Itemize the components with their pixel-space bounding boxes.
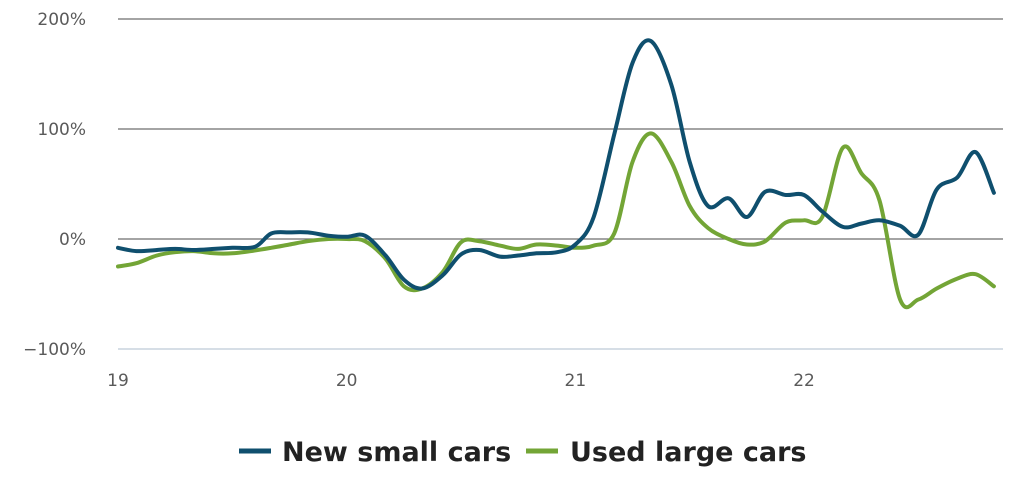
legend-label: Used large cars: [570, 437, 806, 468]
y-tick-label: 200%: [37, 10, 86, 30]
x-tick-label: 20: [336, 371, 358, 391]
x-axis-tick-labels: 19 20 21 22: [107, 371, 815, 391]
series-lines: [116, 38, 996, 310]
series-line-new-small-cars: [116, 38, 996, 291]
y-tick-label: −100%: [23, 340, 86, 360]
x-tick-label: 22: [793, 371, 815, 391]
y-tick-label: 100%: [37, 120, 86, 140]
legend: New small cars Used large cars: [239, 437, 806, 468]
x-tick-label: 19: [107, 371, 129, 391]
x-tick-label: 21: [565, 371, 587, 391]
legend-label: New small cars: [282, 437, 511, 468]
y-tick-label: 0%: [59, 230, 86, 250]
y-axis-tick-labels: 200% 100% 0% −100%: [23, 10, 86, 360]
series-line-used-large-cars: [116, 131, 996, 310]
